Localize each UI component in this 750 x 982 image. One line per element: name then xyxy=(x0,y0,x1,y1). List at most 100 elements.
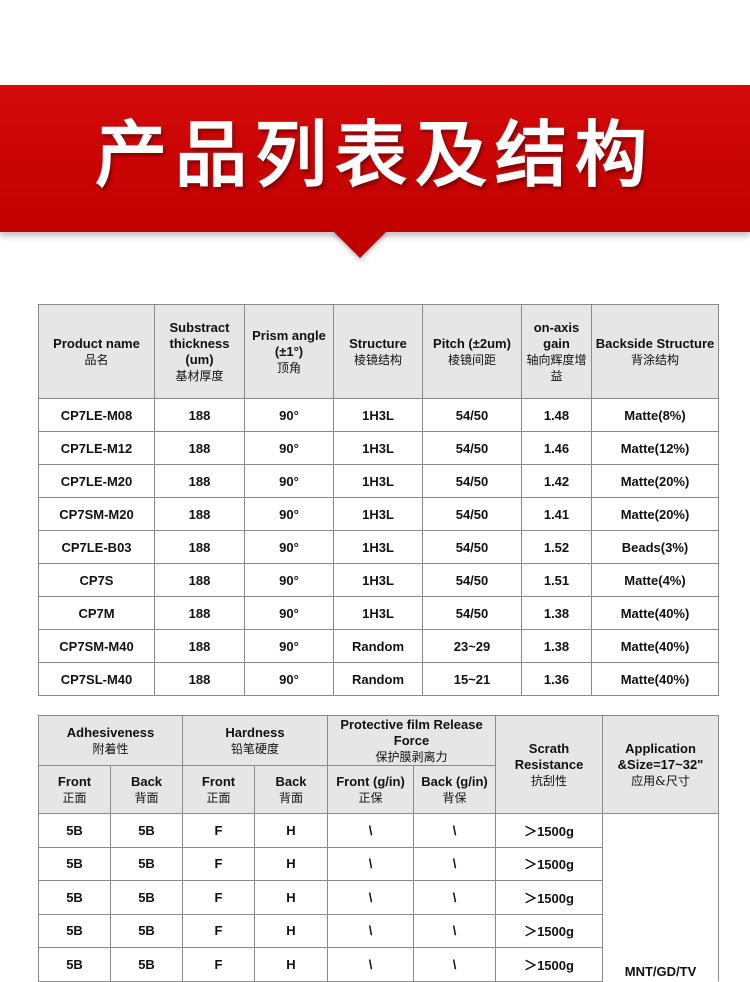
table-cell: H xyxy=(254,846,328,881)
table-cell: H xyxy=(254,947,328,982)
header-cn: 正面 xyxy=(62,790,87,805)
table-cell: 5B xyxy=(38,880,111,915)
table-cell: \ xyxy=(327,813,414,848)
table-cell: Matte(40%) xyxy=(591,596,719,630)
table-cell: 90° xyxy=(244,431,334,465)
table-cell: 1H3L xyxy=(333,530,423,564)
table-cell: 54/50 xyxy=(422,497,522,531)
table-cell: 90° xyxy=(244,629,334,663)
header-en: Substract thickness (um) xyxy=(169,319,230,367)
table-cell: 1.38 xyxy=(521,629,592,663)
header-en: Back xyxy=(275,773,307,789)
table-cell: 1.51 xyxy=(521,563,592,597)
table-cell: ＞1500g xyxy=(495,913,604,948)
table-cell: 1.36 xyxy=(521,662,592,696)
table-cell: 1.41 xyxy=(521,497,592,531)
table-row: CP7LE-M20 188 90° 1H3L 54/50 1.42 Matte(20%) xyxy=(38,464,719,498)
header-en: Prism angle (±1°) xyxy=(252,327,326,359)
header-cn: 应用&尺寸 xyxy=(631,773,690,788)
table-cell: 188 xyxy=(154,629,245,663)
table-cell: \ xyxy=(327,880,414,915)
table-cell: \ xyxy=(412,913,497,948)
table-cell: CP7S xyxy=(38,563,155,597)
table-cell: 188 xyxy=(154,497,245,531)
table-cell: 1.48 xyxy=(521,398,592,432)
table-cell: Beads(3%) xyxy=(591,530,719,564)
table-cell: CP7M xyxy=(38,596,155,630)
table-cell: Matte(40%) xyxy=(591,629,719,663)
table-cell: Random xyxy=(333,662,423,696)
table-cell: 54/50 xyxy=(422,398,522,432)
table-cell: Matte(4%) xyxy=(591,563,719,597)
table-cell: Matte(8%) xyxy=(591,398,719,432)
sub-header: Back 背面 xyxy=(254,765,328,814)
header-cn: 轴向辉度增益 xyxy=(526,352,587,383)
table-row: 5B 5B F H \ \ ＞1500g xyxy=(38,880,719,915)
table-cell: 188 xyxy=(154,398,245,432)
table-row: CP7SL-M40 188 90° Random 15~21 1.36 Matte(40%) xyxy=(38,662,719,696)
header-cn: 顶角 xyxy=(276,360,301,375)
performance-table: Adhesiveness 附着性 Hardness 铅笔硬度 Protective fi… xyxy=(38,715,720,982)
table-cell: 90° xyxy=(244,497,334,531)
table-cell: \ xyxy=(327,947,414,982)
header-cn: 附着性 xyxy=(92,741,129,756)
table-cell: 90° xyxy=(244,398,334,432)
header-cn: 保护膜剥离力 xyxy=(375,749,448,764)
table-cell: Random xyxy=(333,629,423,663)
table-cell: \ xyxy=(327,913,414,948)
table-cell: 5B xyxy=(38,947,111,982)
table-row: 5B 5B F H \ \ ＞1500g MNT/GD/TV xyxy=(38,813,720,981)
sub-header: Back 背面 xyxy=(110,765,183,814)
table-cell: 1.52 xyxy=(521,530,592,564)
table-cell: 15~21 xyxy=(422,662,522,696)
table-cell: 5B xyxy=(110,880,183,915)
header-en: Front (g/in) xyxy=(336,773,405,789)
table-row: CP7S 188 90° 1H3L 54/50 1.51 Matte(4%) xyxy=(38,563,719,597)
table-cell: 54/50 xyxy=(422,563,522,597)
table-cell: F xyxy=(182,813,255,848)
table-cell: 90° xyxy=(244,662,334,696)
table-cell: 5B xyxy=(110,813,183,848)
table-cell: 1.46 xyxy=(521,431,592,465)
header-cn: 背面 xyxy=(278,790,303,805)
header-en: Application &Size=17~32" xyxy=(617,740,704,772)
group-header: Application &Size=17~32" 应用&尺寸 xyxy=(602,715,720,814)
sub-header: Front 正面 xyxy=(182,765,255,814)
table-cell: \ xyxy=(412,880,497,915)
table-cell: ＞1500g xyxy=(495,846,604,881)
table-cell: CP7LE-M08 xyxy=(38,398,155,432)
table-cell: \ xyxy=(412,846,497,881)
header-en: Hardness xyxy=(225,724,285,740)
table-cell: 1H3L xyxy=(333,596,423,630)
column-header: Substract thickness (um) 基材厚度 xyxy=(154,304,245,399)
banner-arrow xyxy=(332,230,388,258)
table-cell: 1H3L xyxy=(333,497,423,531)
table-cell: 90° xyxy=(244,596,334,630)
table-cell: 188 xyxy=(154,530,245,564)
table-cell: 54/50 xyxy=(422,530,522,564)
table-cell: 1H3L xyxy=(333,464,423,498)
header-en: Structure xyxy=(349,335,407,351)
group-header: Scrath Resistance 抗刮性 xyxy=(495,715,604,814)
table-cell: \ xyxy=(412,813,497,848)
table-cell: \ xyxy=(327,846,414,881)
table-row: CP7LE-M08 188 90° 1H3L 54/50 1.48 Matte(8%) xyxy=(38,398,719,432)
column-header: Prism angle (±1°) 顶角 xyxy=(244,304,334,399)
header-cn: 正面 xyxy=(206,790,231,805)
table-cell: 1H3L xyxy=(333,563,423,597)
column-header: Product name 品名 xyxy=(38,304,155,399)
table-row: CP7M 188 90° 1H3L 54/50 1.38 Matte(40%) xyxy=(38,596,719,630)
table-cell: CP7SM-M40 xyxy=(38,629,155,663)
group-header: Adhesiveness 附着性 xyxy=(38,715,183,766)
table-cell: 1.38 xyxy=(521,596,592,630)
page-title: 产品列表及结构 xyxy=(94,113,655,197)
table-cell: Matte(20%) xyxy=(591,497,719,531)
sub-header: Back (g/in) 背保 xyxy=(412,765,497,814)
table-cell: Matte(40%) xyxy=(591,662,719,696)
table-cell: CP7LE-M12 xyxy=(38,431,155,465)
table-cell: 188 xyxy=(154,431,245,465)
table-cell: ＞1500g xyxy=(495,947,604,982)
column-header: on-axis gain 轴向辉度增益 xyxy=(521,304,592,399)
table-cell: ＞1500g xyxy=(495,880,604,915)
group-header: Protective film Release Force 保护膜剥离力 xyxy=(326,715,497,766)
